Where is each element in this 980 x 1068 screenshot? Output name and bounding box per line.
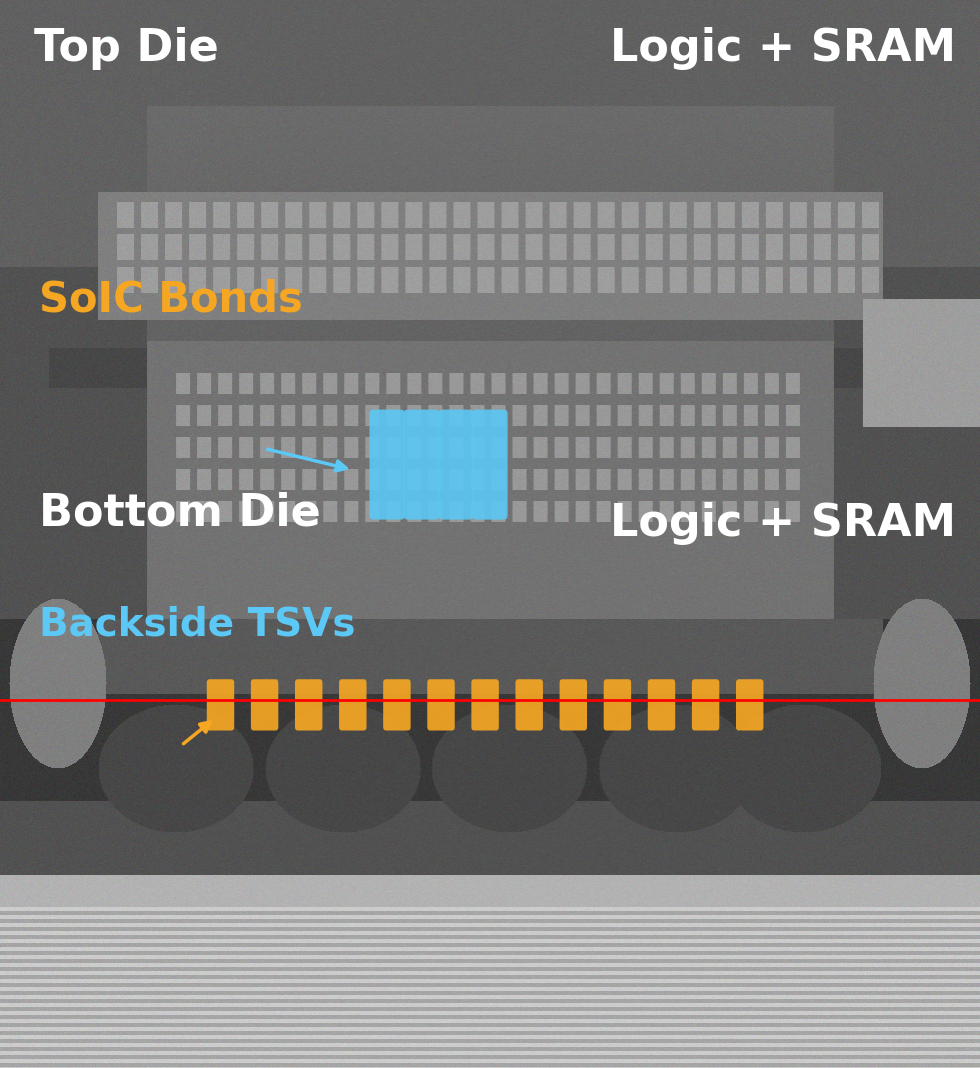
- FancyBboxPatch shape: [295, 679, 322, 731]
- FancyBboxPatch shape: [472, 410, 508, 520]
- FancyBboxPatch shape: [515, 679, 543, 731]
- FancyBboxPatch shape: [648, 679, 675, 731]
- Text: Logic + SRAM: Logic + SRAM: [610, 27, 956, 69]
- FancyBboxPatch shape: [207, 679, 234, 731]
- FancyBboxPatch shape: [339, 679, 367, 731]
- FancyBboxPatch shape: [560, 679, 587, 731]
- FancyBboxPatch shape: [383, 679, 411, 731]
- Text: Top Die: Top Die: [34, 27, 220, 69]
- FancyBboxPatch shape: [604, 679, 631, 731]
- FancyBboxPatch shape: [692, 679, 719, 731]
- FancyBboxPatch shape: [736, 679, 763, 731]
- FancyBboxPatch shape: [369, 410, 405, 520]
- Text: Bottom Die: Bottom Die: [39, 491, 320, 534]
- Text: SoIC Bonds: SoIC Bonds: [39, 278, 303, 320]
- FancyBboxPatch shape: [251, 679, 278, 731]
- Text: Backside TSVs: Backside TSVs: [39, 606, 356, 644]
- Text: Logic + SRAM: Logic + SRAM: [610, 502, 956, 545]
- FancyBboxPatch shape: [438, 410, 473, 520]
- FancyBboxPatch shape: [471, 679, 499, 731]
- FancyBboxPatch shape: [404, 410, 439, 520]
- FancyBboxPatch shape: [427, 679, 455, 731]
